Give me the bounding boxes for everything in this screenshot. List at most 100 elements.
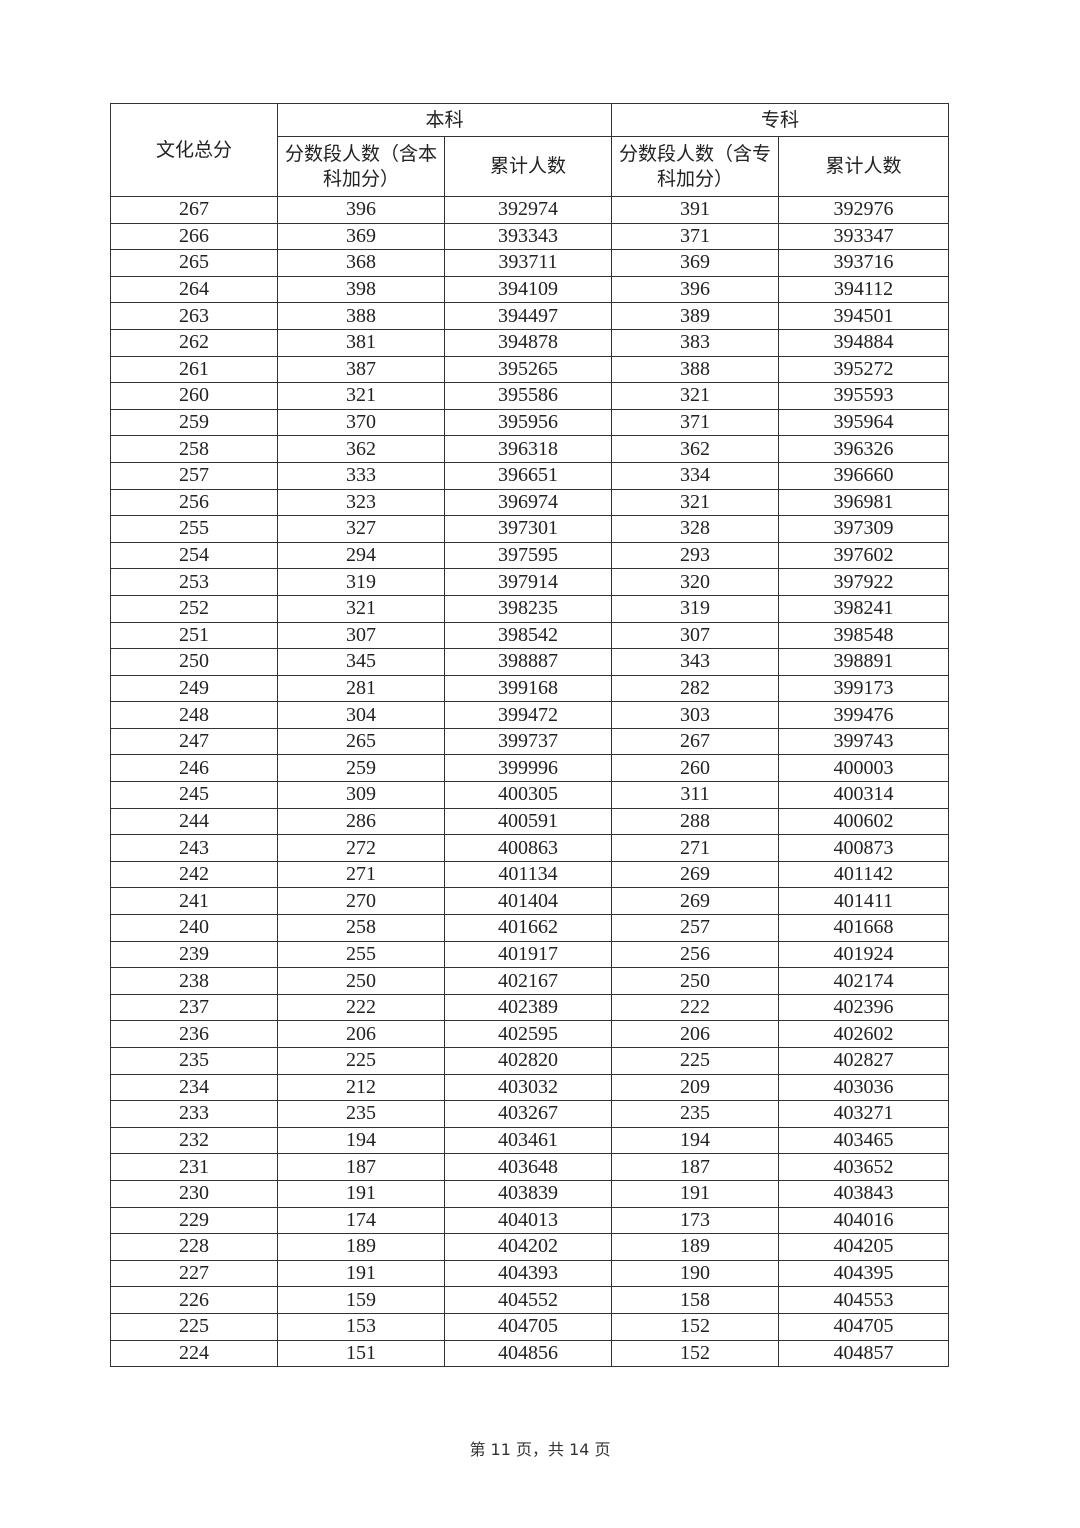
table-row: 256 323 396974 321 396981 <box>110 488 950 517</box>
cell-junior-cumulative: 397602 <box>778 541 950 570</box>
header-undergrad-count: 分数段人数（含本科加分） <box>277 136 445 197</box>
cell-undergrad-cumulative: 404552 <box>443 1286 613 1314</box>
cell-score: 267 <box>110 196 278 224</box>
cell-undergrad-count: 174 <box>277 1206 445 1235</box>
cell-undergrad-cumulative: 400591 <box>443 807 613 836</box>
cell-undergrad-cumulative: 392974 <box>443 196 613 224</box>
cell-undergrad-count: 235 <box>277 1100 445 1128</box>
cell-undergrad-cumulative: 396974 <box>443 488 613 517</box>
table-row: 265 368 393711 369 393716 <box>110 249 950 277</box>
table-row: 259 370 395956 371 395964 <box>110 408 950 437</box>
cell-junior-cumulative: 396326 <box>778 435 950 463</box>
cell-junior-cumulative: 404553 <box>778 1286 950 1314</box>
cell-junior-count: 391 <box>611 196 780 224</box>
cell-undergrad-cumulative: 395586 <box>443 382 613 410</box>
cell-junior-cumulative: 401924 <box>778 940 950 969</box>
cell-undergrad-cumulative: 404202 <box>443 1233 613 1261</box>
cell-score: 232 <box>110 1126 278 1155</box>
table-row: 260 321 395586 321 395593 <box>110 382 950 410</box>
page-number: 第 11 页，共 14 页 <box>469 1440 611 1459</box>
cell-junior-cumulative: 394884 <box>778 328 950 357</box>
table-row: 226 159 404552 158 404553 <box>110 1286 950 1314</box>
cell-undergrad-count: 153 <box>277 1312 445 1341</box>
cell-undergrad-cumulative: 403648 <box>443 1153 613 1181</box>
cell-junior-count: 194 <box>611 1126 780 1155</box>
table-row: 227 191 404393 190 404395 <box>110 1259 950 1288</box>
table-row: 255 327 397301 328 397309 <box>110 515 950 543</box>
cell-undergrad-count: 381 <box>277 328 445 357</box>
cell-junior-count: 222 <box>611 993 780 1022</box>
cell-undergrad-count: 388 <box>277 302 445 330</box>
table-row: 237 222 402389 222 402396 <box>110 993 950 1022</box>
cell-score: 243 <box>110 834 278 862</box>
cell-junior-cumulative: 399476 <box>778 701 950 729</box>
cell-undergrad-count: 194 <box>277 1126 445 1155</box>
cell-score: 224 <box>110 1339 278 1368</box>
cell-junior-cumulative: 404395 <box>778 1259 950 1288</box>
cell-junior-cumulative: 400873 <box>778 834 950 862</box>
table-row: 254 294 397595 293 397602 <box>110 541 950 570</box>
header-undergrad: 本科 <box>276 103 613 137</box>
cell-undergrad-cumulative: 402389 <box>443 993 613 1022</box>
cell-junior-cumulative: 399173 <box>778 674 950 703</box>
cell-undergrad-count: 327 <box>277 515 445 543</box>
cell-undergrad-count: 255 <box>277 940 445 969</box>
cell-junior-cumulative: 395593 <box>778 382 950 410</box>
cell-undergrad-cumulative: 403032 <box>443 1073 613 1102</box>
cell-score: 248 <box>110 701 278 729</box>
cell-undergrad-count: 321 <box>277 594 445 623</box>
cell-score: 245 <box>110 781 278 809</box>
cell-junior-count: 152 <box>611 1339 780 1368</box>
table-body: 267 396 392974 391 392976 266 369 393343 371 3933… <box>110 196 950 1368</box>
cell-score: 241 <box>110 887 278 916</box>
cell-undergrad-count: 362 <box>277 435 445 463</box>
cell-junior-count: 369 <box>611 249 780 277</box>
cell-undergrad-count: 286 <box>277 807 445 836</box>
cell-undergrad-count: 206 <box>277 1020 445 1048</box>
cell-junior-count: 396 <box>611 275 780 304</box>
cell-junior-cumulative: 400314 <box>778 781 950 809</box>
cell-junior-count: 311 <box>611 781 780 809</box>
cell-undergrad-count: 369 <box>277 222 445 251</box>
cell-junior-cumulative: 400602 <box>778 807 950 836</box>
table-row: 267 396 392974 391 392976 <box>110 196 950 224</box>
cell-undergrad-cumulative: 395265 <box>443 355 613 384</box>
cell-undergrad-count: 159 <box>277 1286 445 1314</box>
cell-score: 235 <box>110 1047 278 1075</box>
cell-junior-cumulative: 394112 <box>778 275 950 304</box>
cell-junior-cumulative: 395272 <box>778 355 950 384</box>
cell-junior-cumulative: 401142 <box>778 860 950 889</box>
table-row: 225 153 404705 152 404705 <box>110 1312 950 1341</box>
header-junior: 专科 <box>611 103 950 137</box>
cell-junior-cumulative: 396981 <box>778 488 950 517</box>
cell-junior-count: 389 <box>611 302 780 330</box>
cell-junior-count: 362 <box>611 435 780 463</box>
cell-undergrad-count: 212 <box>277 1073 445 1102</box>
cell-undergrad-count: 333 <box>277 461 445 490</box>
cell-junior-count: 321 <box>611 382 780 410</box>
cell-junior-cumulative: 401668 <box>778 914 950 942</box>
cell-score: 262 <box>110 328 278 357</box>
cell-undergrad-cumulative: 402167 <box>443 967 613 995</box>
table-row: 258 362 396318 362 396326 <box>110 435 950 463</box>
cell-undergrad-cumulative: 399472 <box>443 701 613 729</box>
table-row: 251 307 398542 307 398548 <box>110 621 950 650</box>
cell-score: 254 <box>110 541 278 570</box>
cell-junior-count: 343 <box>611 648 780 676</box>
cell-score: 230 <box>110 1179 278 1208</box>
cell-junior-count: 250 <box>611 967 780 995</box>
cell-score: 228 <box>110 1233 278 1261</box>
cell-junior-count: 256 <box>611 940 780 969</box>
cell-junior-count: 209 <box>611 1073 780 1102</box>
cell-junior-cumulative: 404857 <box>778 1339 950 1368</box>
cell-undergrad-cumulative: 404393 <box>443 1259 613 1288</box>
cell-undergrad-count: 304 <box>277 701 445 729</box>
cell-undergrad-count: 250 <box>277 967 445 995</box>
cell-undergrad-cumulative: 404013 <box>443 1206 613 1235</box>
cell-score: 226 <box>110 1286 278 1314</box>
cell-junior-count: 158 <box>611 1286 780 1314</box>
cell-score: 263 <box>110 302 278 330</box>
cell-undergrad-count: 370 <box>277 408 445 437</box>
cell-undergrad-cumulative: 397914 <box>443 568 613 596</box>
cell-undergrad-cumulative: 404856 <box>443 1339 613 1368</box>
